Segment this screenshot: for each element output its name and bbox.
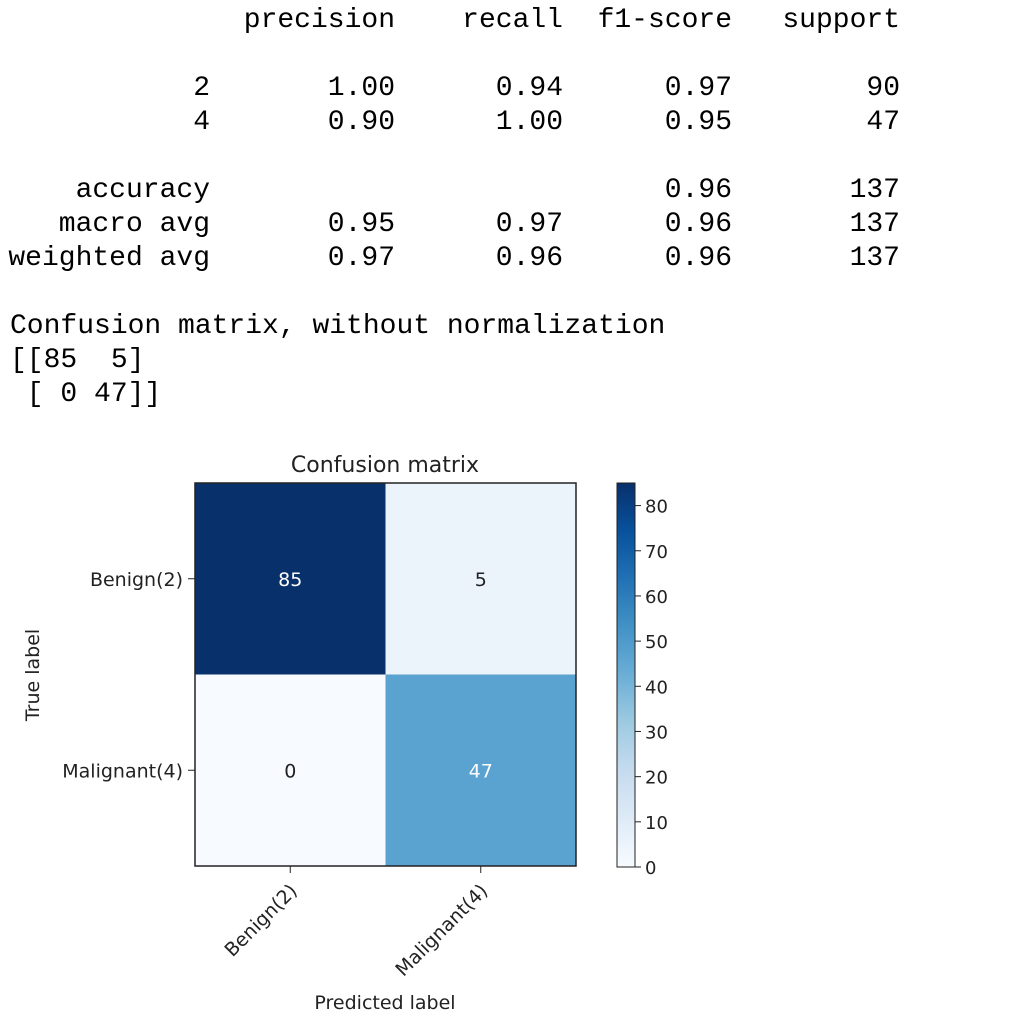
heatmap-cell [195, 483, 386, 675]
cell-recall: 0.97 [495, 209, 563, 240]
x-axis-label: Predicted label [314, 992, 455, 1014]
x-axis-ticks: Benign(2) Malignant(4) [220, 866, 492, 981]
heatmap-cell [385, 674, 577, 867]
cell-value-label: 0 [284, 760, 296, 782]
cell-f1-score: 0.96 [664, 209, 732, 240]
report-blank-row [10, 140, 1010, 174]
cell-precision: 0.95 [327, 209, 395, 240]
confusion-matrix-heading: Confusion matrix, without normalization [10, 311, 666, 342]
row-label: accuracy [75, 175, 210, 206]
colorbar-tick-label: 20 [645, 768, 668, 789]
row-label: weighted avg [8, 243, 210, 274]
cell-precision: 0.90 [327, 107, 395, 138]
cell-support: 137 [849, 243, 900, 274]
header-precision: precision [243, 5, 395, 36]
cell-precision: 0.97 [327, 243, 395, 274]
report-blank-row [10, 38, 1010, 72]
report-row: accuracy 0.96 137 [10, 174, 1010, 208]
cell-f1-score: 0.95 [664, 107, 732, 138]
colorbar-tick-label: 80 [645, 497, 668, 518]
cell-f1-score: 0.96 [664, 243, 732, 274]
colorbar-tick-label: 40 [645, 677, 668, 698]
y-axis-ticks: Benign(2) Malignant(4) [62, 569, 195, 782]
cell-recall: 0.96 [495, 243, 563, 274]
cell-f1-score: 0.97 [664, 73, 732, 104]
cell-support: 137 [849, 175, 900, 206]
cell-f1-score: 0.96 [664, 175, 732, 206]
cell-value-label: 47 [469, 760, 493, 782]
cell-value-label: 5 [475, 569, 487, 591]
colorbar-tick-label: 0 [645, 858, 656, 879]
plot-frame [194, 482, 577, 867]
row-label: 2 [193, 73, 210, 104]
colorbar-tick-label: 70 [645, 542, 668, 563]
cell-recall: 0.94 [495, 73, 563, 104]
report-blank-row [10, 276, 1010, 310]
header-support: support [782, 5, 900, 36]
cell-precision: 1.00 [327, 73, 395, 104]
colorbar [616, 482, 636, 868]
heatmap-cells: 85 5 0 47 [195, 483, 577, 867]
heatmap-cell [385, 483, 577, 675]
colorbar-tick-label: 50 [645, 632, 668, 653]
heatmap-cell [195, 674, 386, 867]
row-label: 4 [193, 107, 210, 138]
colorbar-tick-label: 10 [645, 813, 668, 834]
colorbar-tick-label: 30 [645, 722, 668, 743]
report-row: macro avg 0.95 0.97 0.96 137 [10, 208, 1010, 242]
cell-value-label: 85 [278, 569, 302, 591]
cell-support: 137 [849, 209, 900, 240]
confusion-matrix-line: [[85 5] [10, 345, 145, 376]
x-tick-label: Malignant(4) [391, 880, 492, 981]
report-header-row: precision recall f1-score support [10, 4, 1010, 38]
report-row: 2 1.00 0.94 0.97 90 [10, 72, 1010, 106]
confusion-matrix-chart: Confusion matrix 85 50 47 Benign(2) Maligna… [22, 453, 668, 1014]
colorbar-tick-label: 60 [645, 587, 668, 608]
report-row: weighted avg 0.97 0.96 0.96 137 [8, 242, 1010, 276]
confusion-matrix-line: [ 0 47]] [10, 379, 162, 410]
cell-support: 47 [866, 107, 900, 138]
row-label: macro avg [58, 209, 210, 240]
y-axis-label: True label [22, 629, 44, 722]
x-tick-label: Benign(2) [220, 880, 301, 961]
cell-recall: 1.00 [495, 107, 563, 138]
y-tick-label: Benign(2) [90, 569, 183, 591]
header-recall: recall [462, 5, 563, 36]
report-row: 4 0.90 1.00 0.95 47 [10, 106, 1010, 140]
header-f1-score: f1-score [597, 5, 732, 36]
colorbar-ticks: 0 10 20 30 40 50 60 70 80 [635, 497, 668, 879]
cell-support: 90 [866, 73, 900, 104]
y-tick-label: Malignant(4) [62, 760, 183, 782]
classification-report: precision recall f1-score support 2 1.00… [8, 4, 1010, 412]
chart-title: Confusion matrix [291, 453, 479, 478]
